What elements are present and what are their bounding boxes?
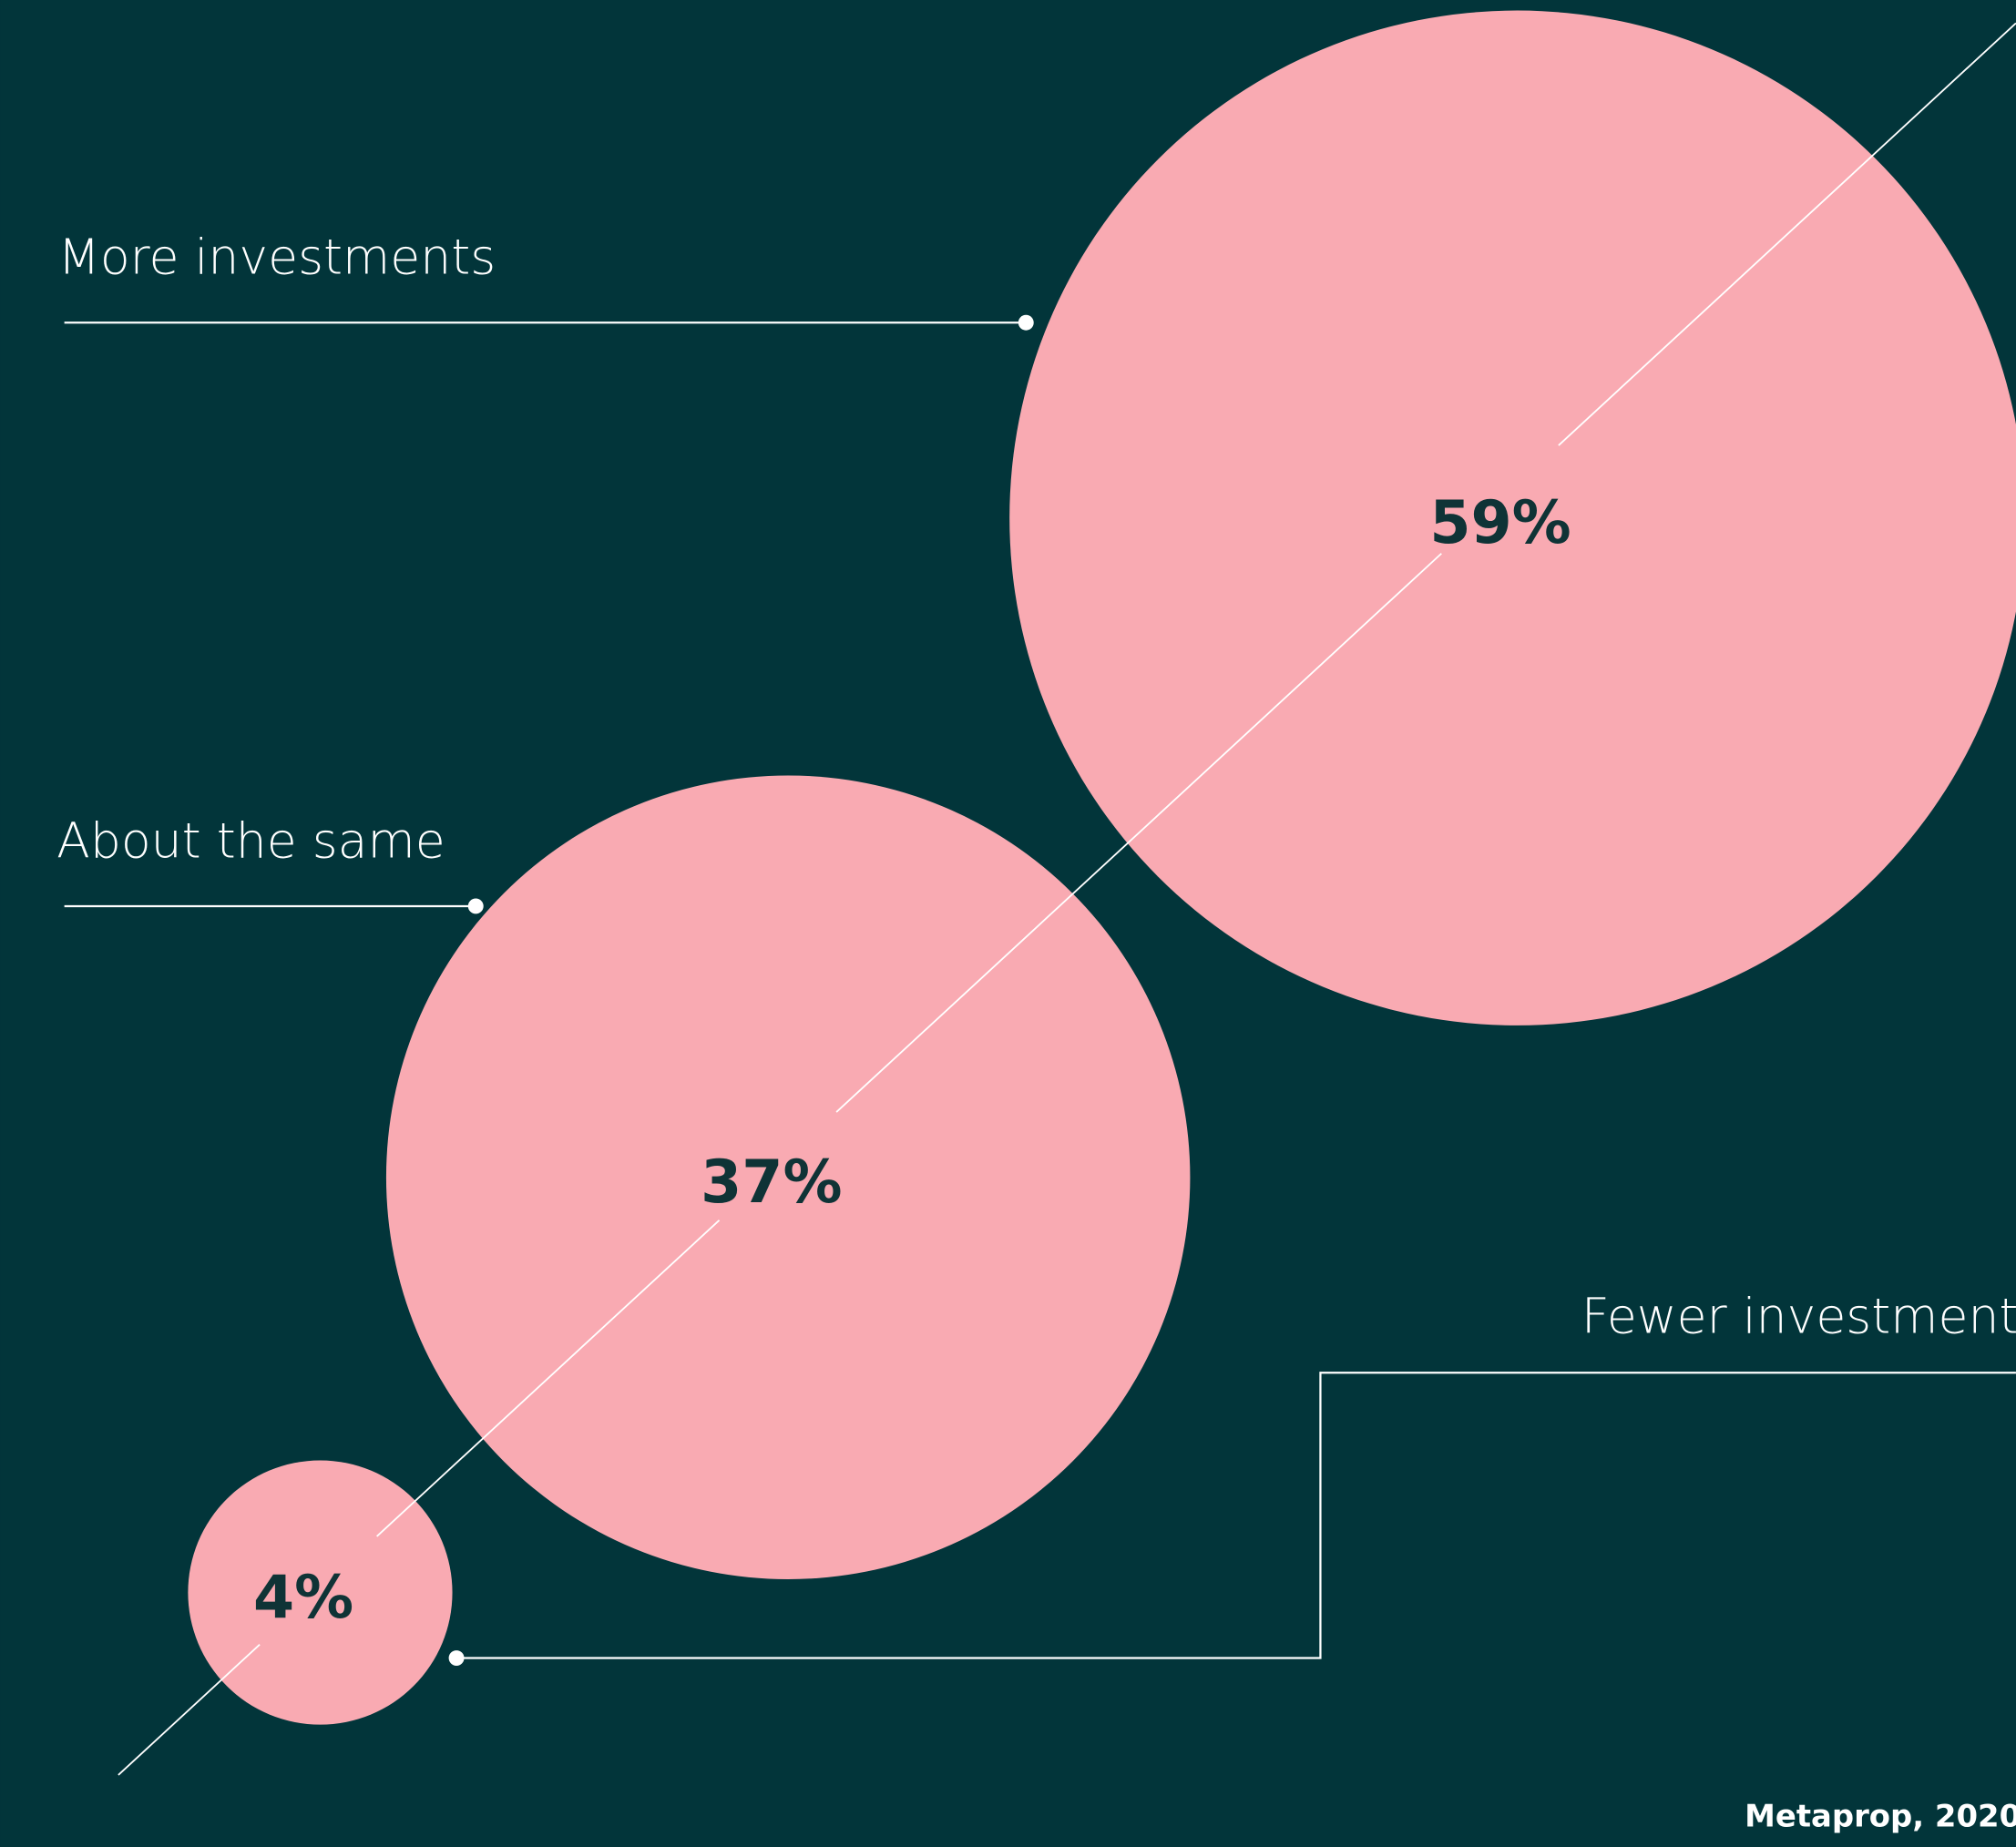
bubble (385, 775, 1191, 1579)
category-label: About the same (56, 811, 445, 869)
leader-dot (1018, 314, 1034, 331)
bubbles (188, 10, 2016, 1725)
diagonal-segment (376, 1219, 721, 1537)
diagonal-segment (835, 553, 1442, 1113)
diagonal-segment (118, 1643, 261, 1776)
leader-dot (448, 1650, 465, 1667)
diagonal-line (118, 22, 2016, 1776)
value-label: 37% (701, 1148, 842, 1217)
bubble (1009, 10, 2016, 1026)
value-label: 59% (1429, 489, 1571, 557)
bubble (188, 1460, 453, 1725)
leader-lines (64, 321, 2016, 1659)
source: Metaprop, 2020 (1745, 1798, 2016, 1833)
chart-subtitle: investments in the next 12 months (52, 0, 910, 9)
leader-line (456, 1372, 2016, 1659)
category-label: Fewer investments (1581, 1287, 2016, 1344)
leader-dot (467, 898, 484, 914)
diagonal-segment (1558, 22, 2016, 446)
value-label: 4% (253, 1564, 353, 1632)
category-label: More investments (58, 229, 496, 286)
